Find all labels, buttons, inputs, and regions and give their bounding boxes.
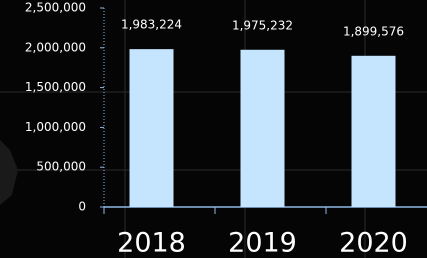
y-tick-label: 1,000,000 bbox=[25, 120, 86, 134]
x-tick-label: 2018 bbox=[117, 228, 186, 258]
y-tick-label: 2,500,000 bbox=[25, 1, 86, 15]
y-tick-label: 2,000,000 bbox=[25, 40, 86, 54]
x-tick-label: 2019 bbox=[228, 228, 297, 258]
y-tick-label: 1,500,000 bbox=[25, 80, 86, 94]
value-label: 1,899,576 bbox=[343, 24, 404, 38]
bar bbox=[130, 49, 174, 207]
x-tick-label: 2020 bbox=[339, 228, 408, 258]
value-label: 1,975,232 bbox=[232, 18, 293, 32]
chart: 0 500,000 1,000,000 1,500,000 2,000,000 2,500… bbox=[0, 0, 427, 258]
y-tick-label: 500,000 bbox=[36, 160, 86, 174]
bar bbox=[352, 56, 396, 207]
y-tick-label: 0 bbox=[78, 200, 86, 214]
bar bbox=[241, 50, 285, 207]
value-label: 1,983,224 bbox=[121, 18, 182, 32]
